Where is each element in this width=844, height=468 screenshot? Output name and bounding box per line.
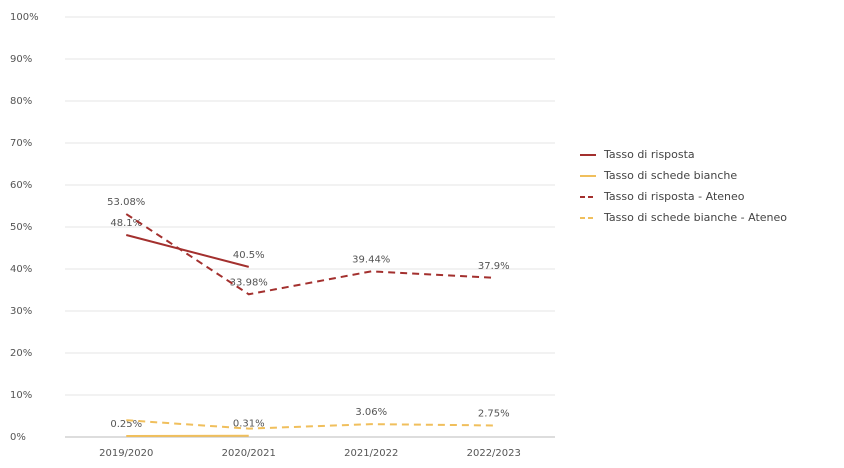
data-label: 33.98%	[230, 277, 268, 288]
data-label: 37.9%	[478, 261, 510, 272]
data-label: 0.25%	[110, 419, 142, 430]
y-tick-label: 100%	[10, 12, 39, 23]
y-tick-label: 50%	[10, 222, 32, 233]
y-tick-label: 80%	[10, 96, 32, 107]
data-label: 53.08%	[107, 197, 145, 208]
data-label: 3.06%	[355, 407, 387, 418]
y-tick-label: 70%	[10, 138, 32, 149]
data-label: 40.5%	[233, 250, 265, 261]
series-line	[125, 234, 250, 268]
y-tick-label: 60%	[10, 180, 32, 191]
y-tick-label: 20%	[10, 348, 32, 359]
x-tick-label: 2022/2023	[467, 448, 521, 459]
y-tick-label: 10%	[10, 390, 32, 401]
data-label: 0.31%	[233, 419, 265, 430]
legend-label: Tasso di risposta - Ateneo	[603, 190, 745, 203]
series-line	[125, 213, 494, 296]
y-tick-label: 40%	[10, 264, 32, 275]
x-tick-label: 2021/2022	[344, 448, 398, 459]
data-label: 48.1%	[110, 218, 142, 229]
series-line	[126, 419, 494, 430]
y-tick-label: 0%	[10, 432, 26, 443]
legend-label: Tasso di schede bianche - Ateneo	[603, 211, 787, 224]
data-label: 2.75%	[478, 408, 510, 419]
legend-label: Tasso di schede bianche	[603, 169, 737, 182]
x-tick-label: 2020/2021	[222, 448, 276, 459]
legend-label: Tasso di risposta	[603, 148, 695, 161]
y-tick-label: 30%	[10, 306, 32, 317]
x-tick-label: 2019/2020	[99, 448, 153, 459]
data-label: 39.44%	[352, 254, 390, 265]
y-tick-label: 90%	[10, 54, 32, 65]
